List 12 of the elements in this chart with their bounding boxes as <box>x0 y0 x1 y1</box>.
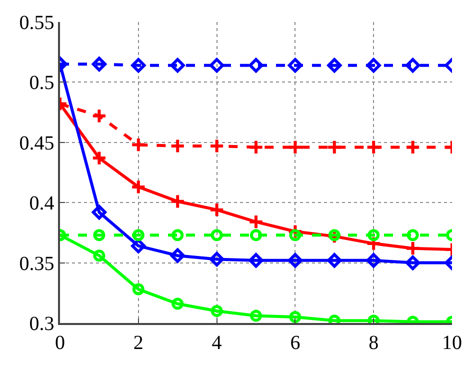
y-tick-label: 0.4 <box>29 192 54 215</box>
y-tick-label: 0.45 <box>19 132 54 154</box>
y-tick-label: 0.55 <box>19 12 54 34</box>
x-tick-label: 4 <box>212 332 222 354</box>
y-tick-label: 0.35 <box>19 252 54 275</box>
y-tick-label: 0.5 <box>29 72 54 94</box>
x-tick-label: 6 <box>290 332 300 354</box>
y-tick-label: 0.3 <box>29 313 54 335</box>
x-tick-label: 0 <box>55 332 65 354</box>
x-tick-label: 2 <box>133 332 144 354</box>
x-tick-label: 8 <box>368 332 379 354</box>
x-tick-label: 10 <box>442 332 462 354</box>
